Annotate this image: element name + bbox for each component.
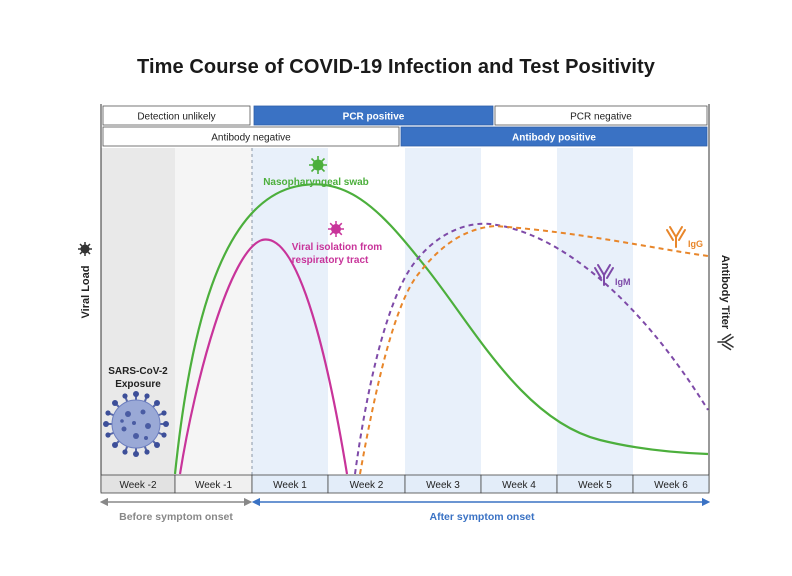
- pcr-negative-box: [494, 105, 708, 126]
- viral-load-icon: [78, 242, 92, 256]
- week-bar: Week -2 Week -1 Week 1 Week 2 Week 3 Wee…: [100, 474, 710, 494]
- exposure-label-line2: Exposure: [115, 379, 161, 390]
- pcr-positive-box: [253, 105, 494, 126]
- pcr-unlikely-label: Detection unlikely: [137, 112, 215, 123]
- week-label: Week 6: [654, 480, 688, 491]
- week-cell-6: [632, 474, 710, 494]
- week-label: Week -2: [119, 480, 156, 491]
- viral-load-label: Viral Load: [80, 266, 92, 319]
- week-label: Week 2: [350, 480, 384, 491]
- igg-curve: [359, 224, 709, 475]
- antibody-negative-label: Antibody negative: [211, 133, 291, 144]
- swab-curve: [173, 183, 709, 475]
- after-onset-label: After symptom onset: [429, 511, 535, 523]
- isolation-virus-icon: [328, 221, 344, 237]
- isolation-label-line1: Viral isolation from: [292, 242, 382, 253]
- antibody-titer-label: Antibody Titer: [719, 255, 731, 330]
- week-label: Week 3: [426, 480, 460, 491]
- before-onset-label: Before symptom onset: [119, 511, 233, 523]
- isolation-label-line2: respiratory tract: [292, 255, 369, 266]
- shade-week3: [405, 148, 481, 475]
- swab-virus-icon: [309, 156, 327, 174]
- exposure-label-line1: SARS-CoV-2: [108, 366, 168, 377]
- isolation-curve: [178, 238, 349, 475]
- page-title: Time Course of COVID-19 Infection and Te…: [137, 56, 655, 78]
- pcr-negative-label: PCR negative: [570, 112, 632, 123]
- pcr-unlikely-box: [102, 105, 251, 126]
- igm-label: IgM: [615, 277, 631, 287]
- sars-cov-2-virus-icon: [103, 391, 169, 457]
- pcr-positive-label: PCR positive: [343, 112, 405, 123]
- antibody-positive-box: [400, 126, 708, 147]
- igg-antibody-icon: [666, 226, 686, 248]
- week-label: Week 1: [273, 480, 307, 491]
- week-label: Week 4: [502, 480, 536, 491]
- swab-label: Nasopharyngeal swab: [263, 177, 369, 188]
- shade-week1: [252, 148, 328, 475]
- antibody-titer-icon: [717, 333, 734, 351]
- antibody-positive-label: Antibody positive: [512, 133, 596, 144]
- igm-antibody-icon: [594, 264, 614, 286]
- antibody-negative-box: [102, 126, 400, 147]
- week-label: Week 5: [578, 480, 612, 491]
- shade-week5: [557, 148, 633, 475]
- igm-curve: [354, 222, 709, 475]
- igg-label: IgG: [688, 239, 703, 249]
- week-label: Week -1: [195, 480, 232, 491]
- shade-week-minus1: [175, 148, 252, 475]
